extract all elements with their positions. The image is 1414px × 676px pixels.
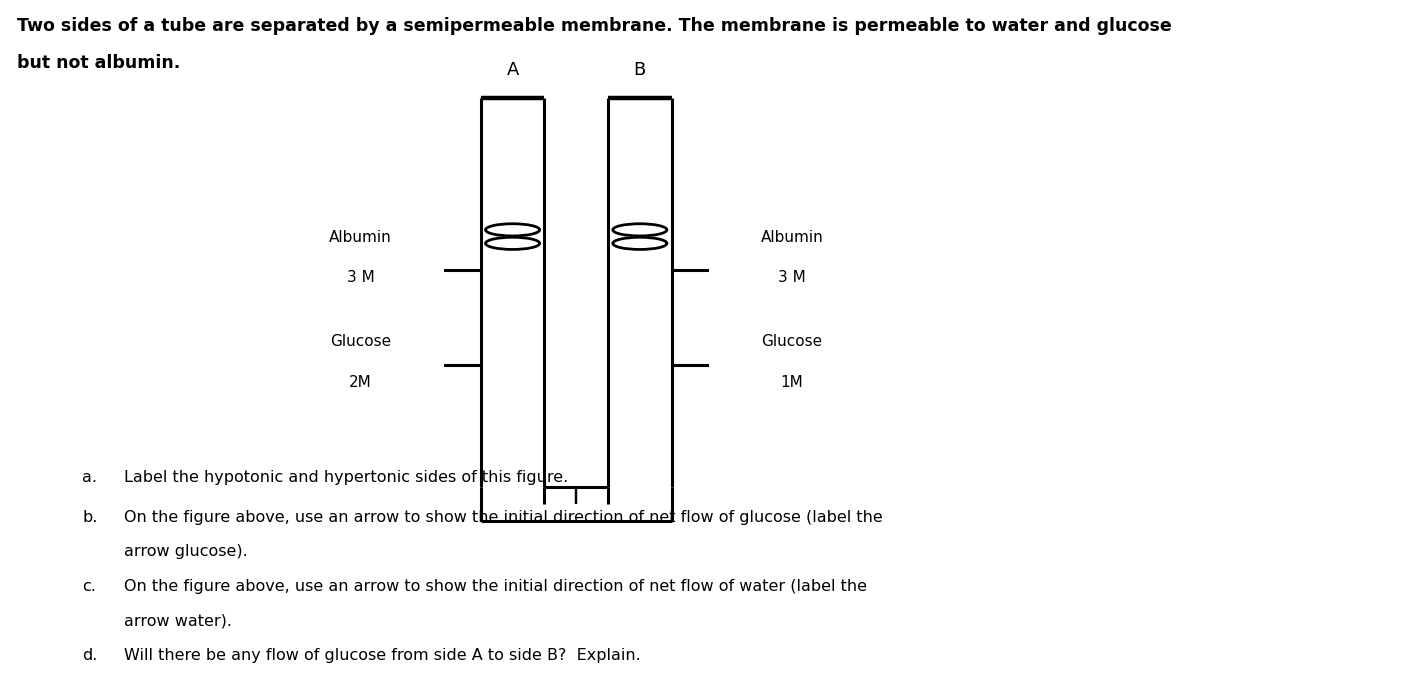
Text: Glucose: Glucose: [761, 335, 823, 349]
Text: a.: a.: [82, 470, 98, 485]
Text: but not albumin.: but not albumin.: [17, 54, 180, 72]
Text: Label the hypotonic and hypertonic sides of this figure.: Label the hypotonic and hypertonic sides…: [124, 470, 568, 485]
Text: Albumin: Albumin: [329, 230, 392, 245]
Text: b.: b.: [82, 510, 98, 525]
Text: Glucose: Glucose: [329, 335, 392, 349]
Text: 1M: 1M: [781, 375, 803, 390]
Text: Will there be any flow of glucose from side A to side B?  Explain.: Will there be any flow of glucose from s…: [124, 648, 641, 662]
Text: c.: c.: [82, 579, 96, 594]
Text: Two sides of a tube are separated by a semipermeable membrane. The membrane is p: Two sides of a tube are separated by a s…: [17, 17, 1172, 35]
Text: A: A: [506, 61, 519, 79]
Text: d.: d.: [82, 648, 98, 662]
Text: On the figure above, use an arrow to show the initial direction of net flow of w: On the figure above, use an arrow to sho…: [124, 579, 867, 594]
Text: On the figure above, use an arrow to show the initial direction of net flow of g: On the figure above, use an arrow to sho…: [124, 510, 884, 525]
Text: B: B: [633, 61, 646, 79]
Text: arrow water).: arrow water).: [124, 613, 232, 628]
Text: 2M: 2M: [349, 375, 372, 390]
Text: Albumin: Albumin: [761, 230, 823, 245]
Text: 3 M: 3 M: [778, 270, 806, 285]
Text: 3 M: 3 M: [346, 270, 375, 285]
Text: arrow glucose).: arrow glucose).: [124, 544, 249, 559]
